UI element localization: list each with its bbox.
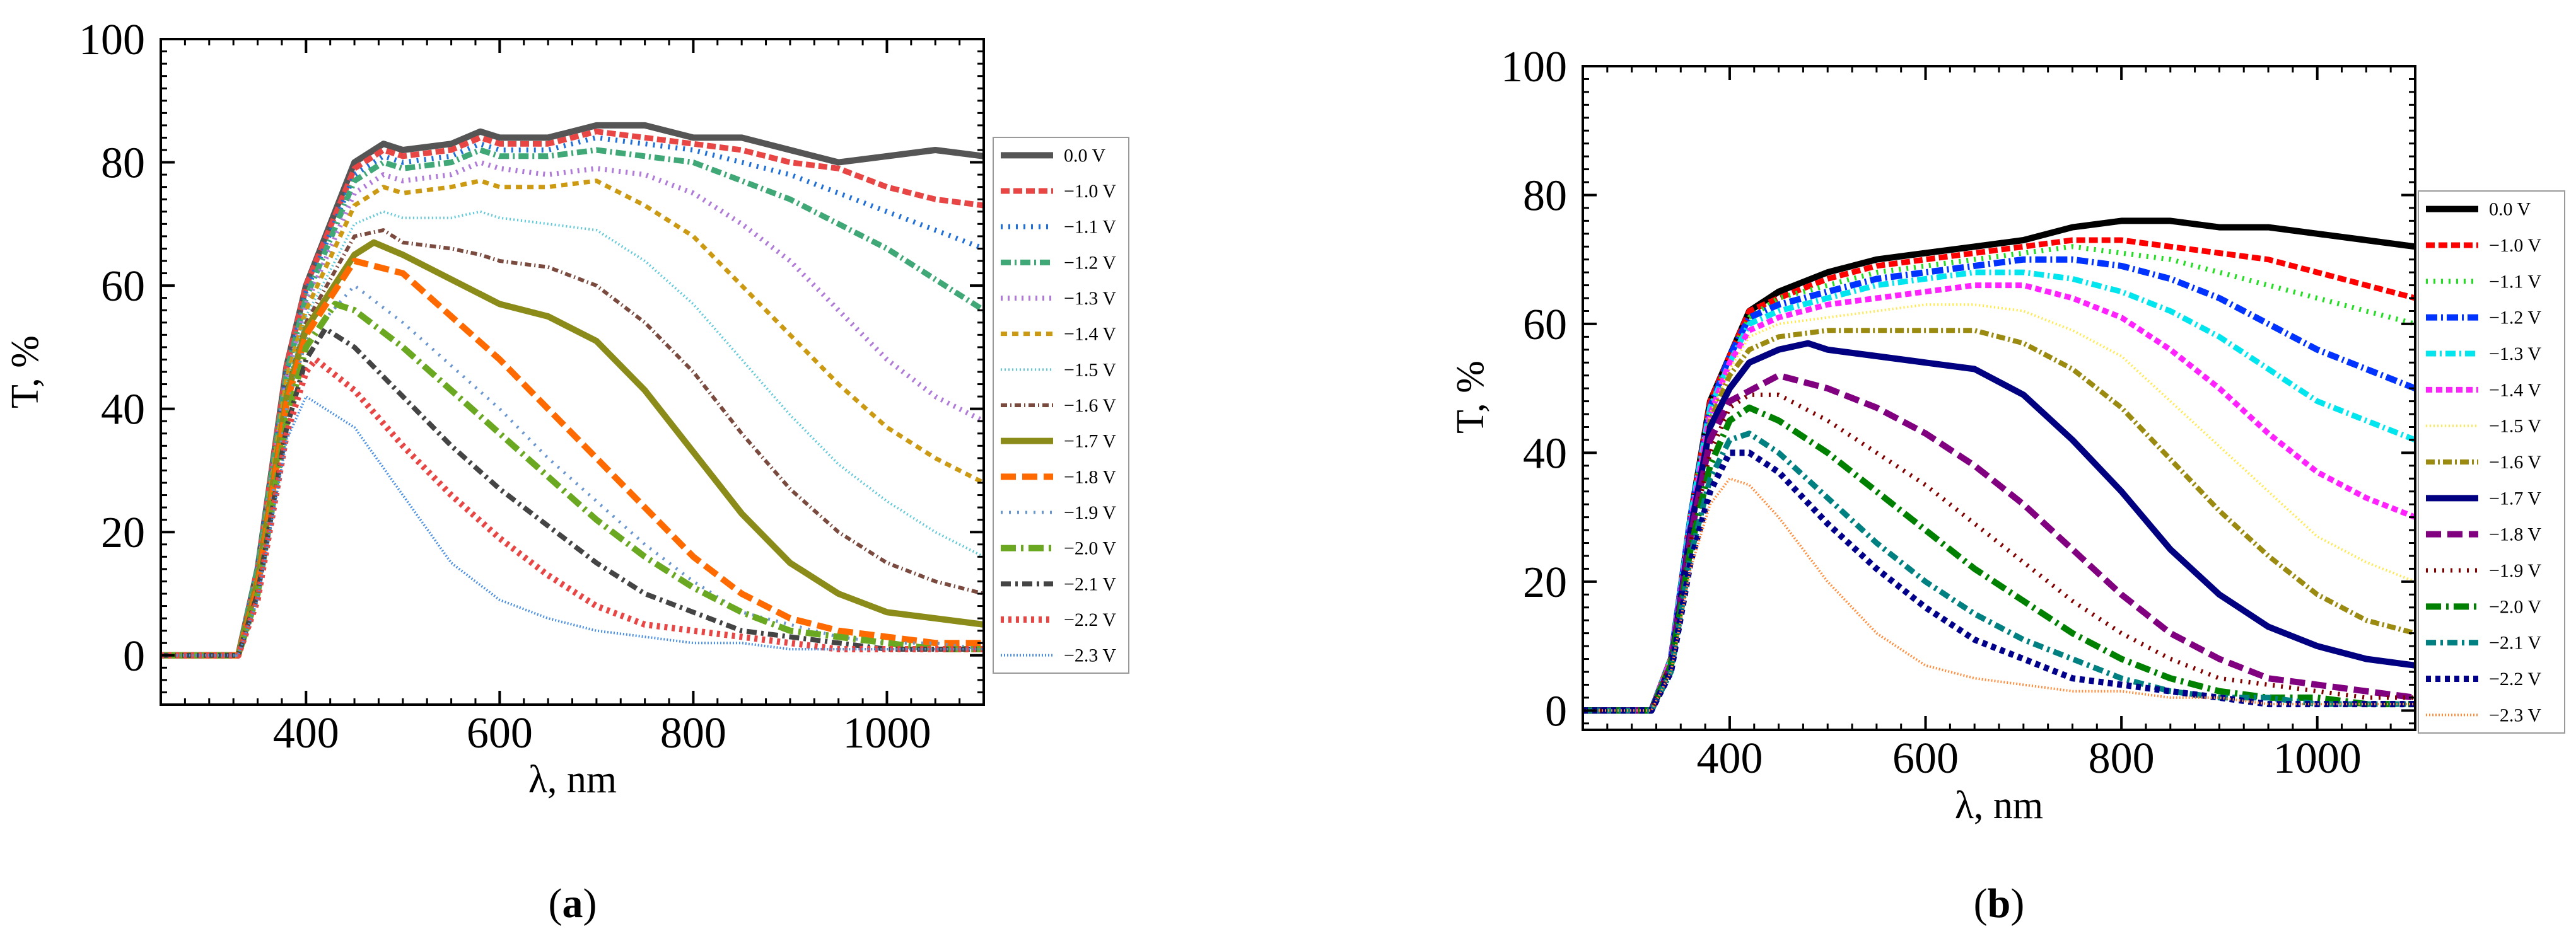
panel-label-letter: a — [562, 880, 583, 927]
plot-frame — [1582, 65, 2416, 731]
legend-label-0: 0.0 V — [2489, 199, 2531, 220]
legend-label-1: −1.0 V — [2489, 235, 2541, 256]
legend-label-10: −1.9 V — [1064, 502, 1116, 523]
legend-label-11: −2.0 V — [2489, 596, 2541, 617]
legend-label-12: −2.1 V — [2489, 633, 2541, 654]
series-line-8 — [1583, 340, 2415, 714]
series-line-5 — [1583, 282, 2415, 713]
y-tick-label: 20 — [1523, 558, 1567, 607]
y-tick-label: 100 — [1501, 43, 1567, 91]
legend-label-1: −1.0 V — [1064, 181, 1116, 202]
x-axis-label: λ, nm — [1955, 784, 2043, 827]
series-line-2 — [1583, 244, 2415, 713]
series-line-14 — [161, 395, 984, 657]
x-tick-label: 1000 — [2273, 734, 2362, 783]
x-tick-label: 400 — [273, 709, 339, 758]
panel-label-close: ) — [583, 880, 597, 927]
x-tick-label: 800 — [2089, 734, 2155, 783]
series-group — [161, 122, 984, 659]
series-line-5 — [161, 178, 984, 658]
y-tick-label: 60 — [101, 262, 145, 311]
legend-label-13: −2.2 V — [1064, 609, 1116, 630]
series-line-4 — [1583, 269, 2415, 713]
y-axis-label: T, % — [4, 335, 47, 408]
series-line-6 — [1583, 303, 2415, 712]
chart-panel-b: 400 600 800 1000 0 20 40 60 80 100 λ, nm T, % 0.0 V −… — [1449, 43, 2565, 927]
y-tick-label: 40 — [101, 386, 145, 434]
y-tick-label: 40 — [1523, 429, 1567, 478]
series-line-13 — [1583, 449, 2415, 714]
legend-label-2: −1.1 V — [2489, 271, 2541, 292]
y-tick-label: 80 — [101, 139, 145, 188]
x-tick-label: 1000 — [842, 709, 931, 758]
x-tick-label: 600 — [467, 709, 533, 758]
legend-label-13: −2.2 V — [2489, 669, 2541, 690]
legend-label-7: −1.6 V — [2489, 452, 2541, 473]
panel-label-open: ( — [549, 880, 562, 927]
y-axis-label: T, % — [1449, 361, 1492, 434]
chart-panel-a: 400 600 800 1000 0 20 40 60 80 100 λ, nm T, % 0.0 V −… — [4, 16, 1129, 927]
legend-label-8: −1.7 V — [2489, 488, 2541, 509]
legend-label-12: −2.1 V — [1064, 574, 1116, 594]
y-tick-label: 100 — [79, 16, 145, 64]
panel-label-open: ( — [1974, 880, 1988, 927]
legend-label-3: −1.2 V — [2489, 308, 2541, 328]
panel-label: (b) — [1974, 880, 2025, 927]
legend-label-11: −2.0 V — [1064, 538, 1116, 559]
x-tick-label: 400 — [1696, 734, 1763, 783]
legend-label-2: −1.1 V — [1064, 217, 1116, 238]
series-line-13 — [161, 356, 984, 659]
x-axis-label: λ, nm — [528, 758, 617, 801]
legend-label-0: 0.0 V — [1064, 145, 1105, 166]
panel-label: (a) — [549, 880, 597, 927]
y-tick-label: 80 — [1523, 171, 1567, 220]
legend-label-3: −1.2 V — [1064, 252, 1116, 273]
series-line-12 — [1583, 430, 2415, 713]
x-tick-label: 600 — [1892, 734, 1959, 783]
legend-label-7: −1.6 V — [1064, 395, 1116, 416]
series-line-10 — [161, 284, 984, 657]
series-group — [1583, 217, 2415, 714]
x-tick-label: 800 — [660, 709, 726, 758]
legend-label-4: −1.3 V — [2489, 343, 2541, 364]
y-tick-label: 60 — [1523, 301, 1567, 349]
legend-label-5: −1.4 V — [1064, 324, 1116, 345]
panel-label-letter: b — [1988, 880, 2011, 927]
legend-label-4: −1.3 V — [1064, 288, 1116, 309]
legend-label-10: −1.9 V — [2489, 560, 2541, 581]
legend-label-9: −1.8 V — [2489, 524, 2541, 545]
series-line-14 — [1583, 477, 2415, 712]
y-tick-label: 20 — [101, 509, 145, 557]
series-line-4 — [161, 159, 984, 658]
legend-label-14: −2.3 V — [1064, 645, 1116, 666]
series-line-7 — [1583, 328, 2415, 713]
legend-label-5: −1.4 V — [2489, 379, 2541, 400]
legend-label-8: −1.7 V — [1064, 431, 1116, 452]
legend-label-14: −2.3 V — [2489, 705, 2541, 725]
legend-label-6: −1.5 V — [1064, 359, 1116, 380]
y-tick-label: 0 — [123, 632, 145, 681]
y-tick-label: 0 — [1545, 687, 1567, 736]
legend-label-9: −1.8 V — [1064, 466, 1116, 487]
legend-label-6: −1.5 V — [2489, 416, 2541, 437]
panel-label-close: ) — [2010, 880, 2024, 927]
series-line-3 — [161, 147, 984, 659]
